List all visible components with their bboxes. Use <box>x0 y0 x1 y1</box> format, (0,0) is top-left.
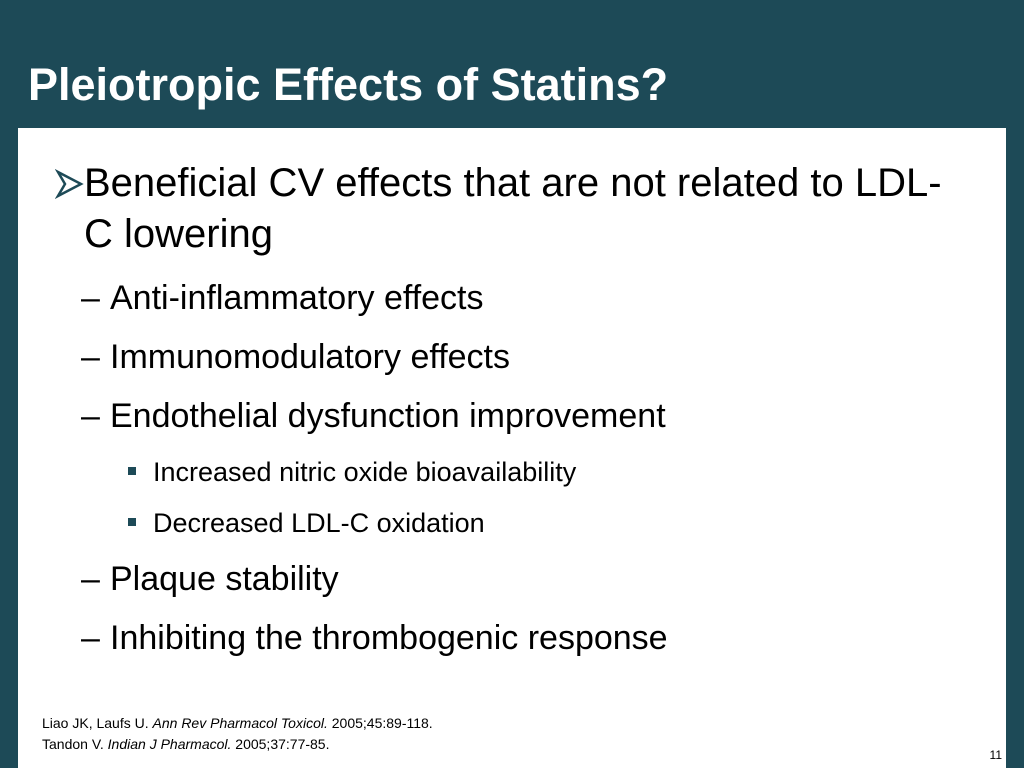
dash-bullet: – <box>81 619 100 657</box>
sub-bullet-text: Inhibiting the thrombogenic response <box>110 619 668 657</box>
sub-bullet: – Inhibiting the thrombogenic response <box>81 618 668 658</box>
dash-bullet: – <box>81 560 100 598</box>
main-bullet: Beneficial CV effects that are not relat… <box>55 158 955 260</box>
main-bullet-text: Beneficial CV effects that are not relat… <box>84 161 942 256</box>
sub-bullet: – Immunomodulatory effects <box>81 337 510 377</box>
reference-details: 2005;37:77-85. <box>231 736 330 752</box>
sub-sub-bullet-text: Increased nitric oxide bioavailability <box>153 457 577 487</box>
sub-bullet-text: Plaque stability <box>110 560 339 598</box>
reference-authors: Liao JK, Laufs U. <box>42 715 153 731</box>
reference-journal: Ann Rev Pharmacol Toxicol. <box>152 715 328 731</box>
slide-title: Pleiotropic Effects of Statins? <box>28 59 669 110</box>
sub-sub-bullet-text: Decreased LDL-C oxidation <box>153 508 485 538</box>
sub-bullet: – Endothelial dysfunction improvement <box>81 396 666 436</box>
sub-sub-bullet: Increased nitric oxide bioavailability <box>128 456 576 488</box>
dash-bullet: – <box>81 279 100 317</box>
sub-bullet-text: Endothelial dysfunction improvement <box>110 397 666 435</box>
square-bullet-icon <box>128 517 136 526</box>
reference: Tandon V. Indian J Pharmacol. 2005;37:77… <box>42 734 433 755</box>
dash-bullet: – <box>81 338 100 376</box>
sub-bullet-text: Immunomodulatory effects <box>110 338 510 376</box>
page-number: 11 <box>989 748 1002 762</box>
sub-bullet: – Plaque stability <box>81 559 339 599</box>
square-bullet-icon <box>128 466 136 475</box>
arrow-bullet-icon <box>55 169 84 199</box>
sub-sub-bullet: Decreased LDL-C oxidation <box>128 507 485 539</box>
reference: Liao JK, Laufs U. Ann Rev Pharmacol Toxi… <box>42 713 433 734</box>
reference-details: 2005;45:89-118. <box>327 715 433 731</box>
dash-bullet: – <box>81 397 100 435</box>
sub-bullet-text: Anti-inflammatory effects <box>110 279 484 317</box>
content-panel <box>18 128 1006 768</box>
sub-bullet: – Anti-inflammatory effects <box>81 278 484 318</box>
reference-journal: Indian J Pharmacol. <box>107 736 232 752</box>
references: Liao JK, Laufs U. Ann Rev Pharmacol Toxi… <box>42 713 433 755</box>
reference-authors: Tandon V. <box>42 736 108 752</box>
